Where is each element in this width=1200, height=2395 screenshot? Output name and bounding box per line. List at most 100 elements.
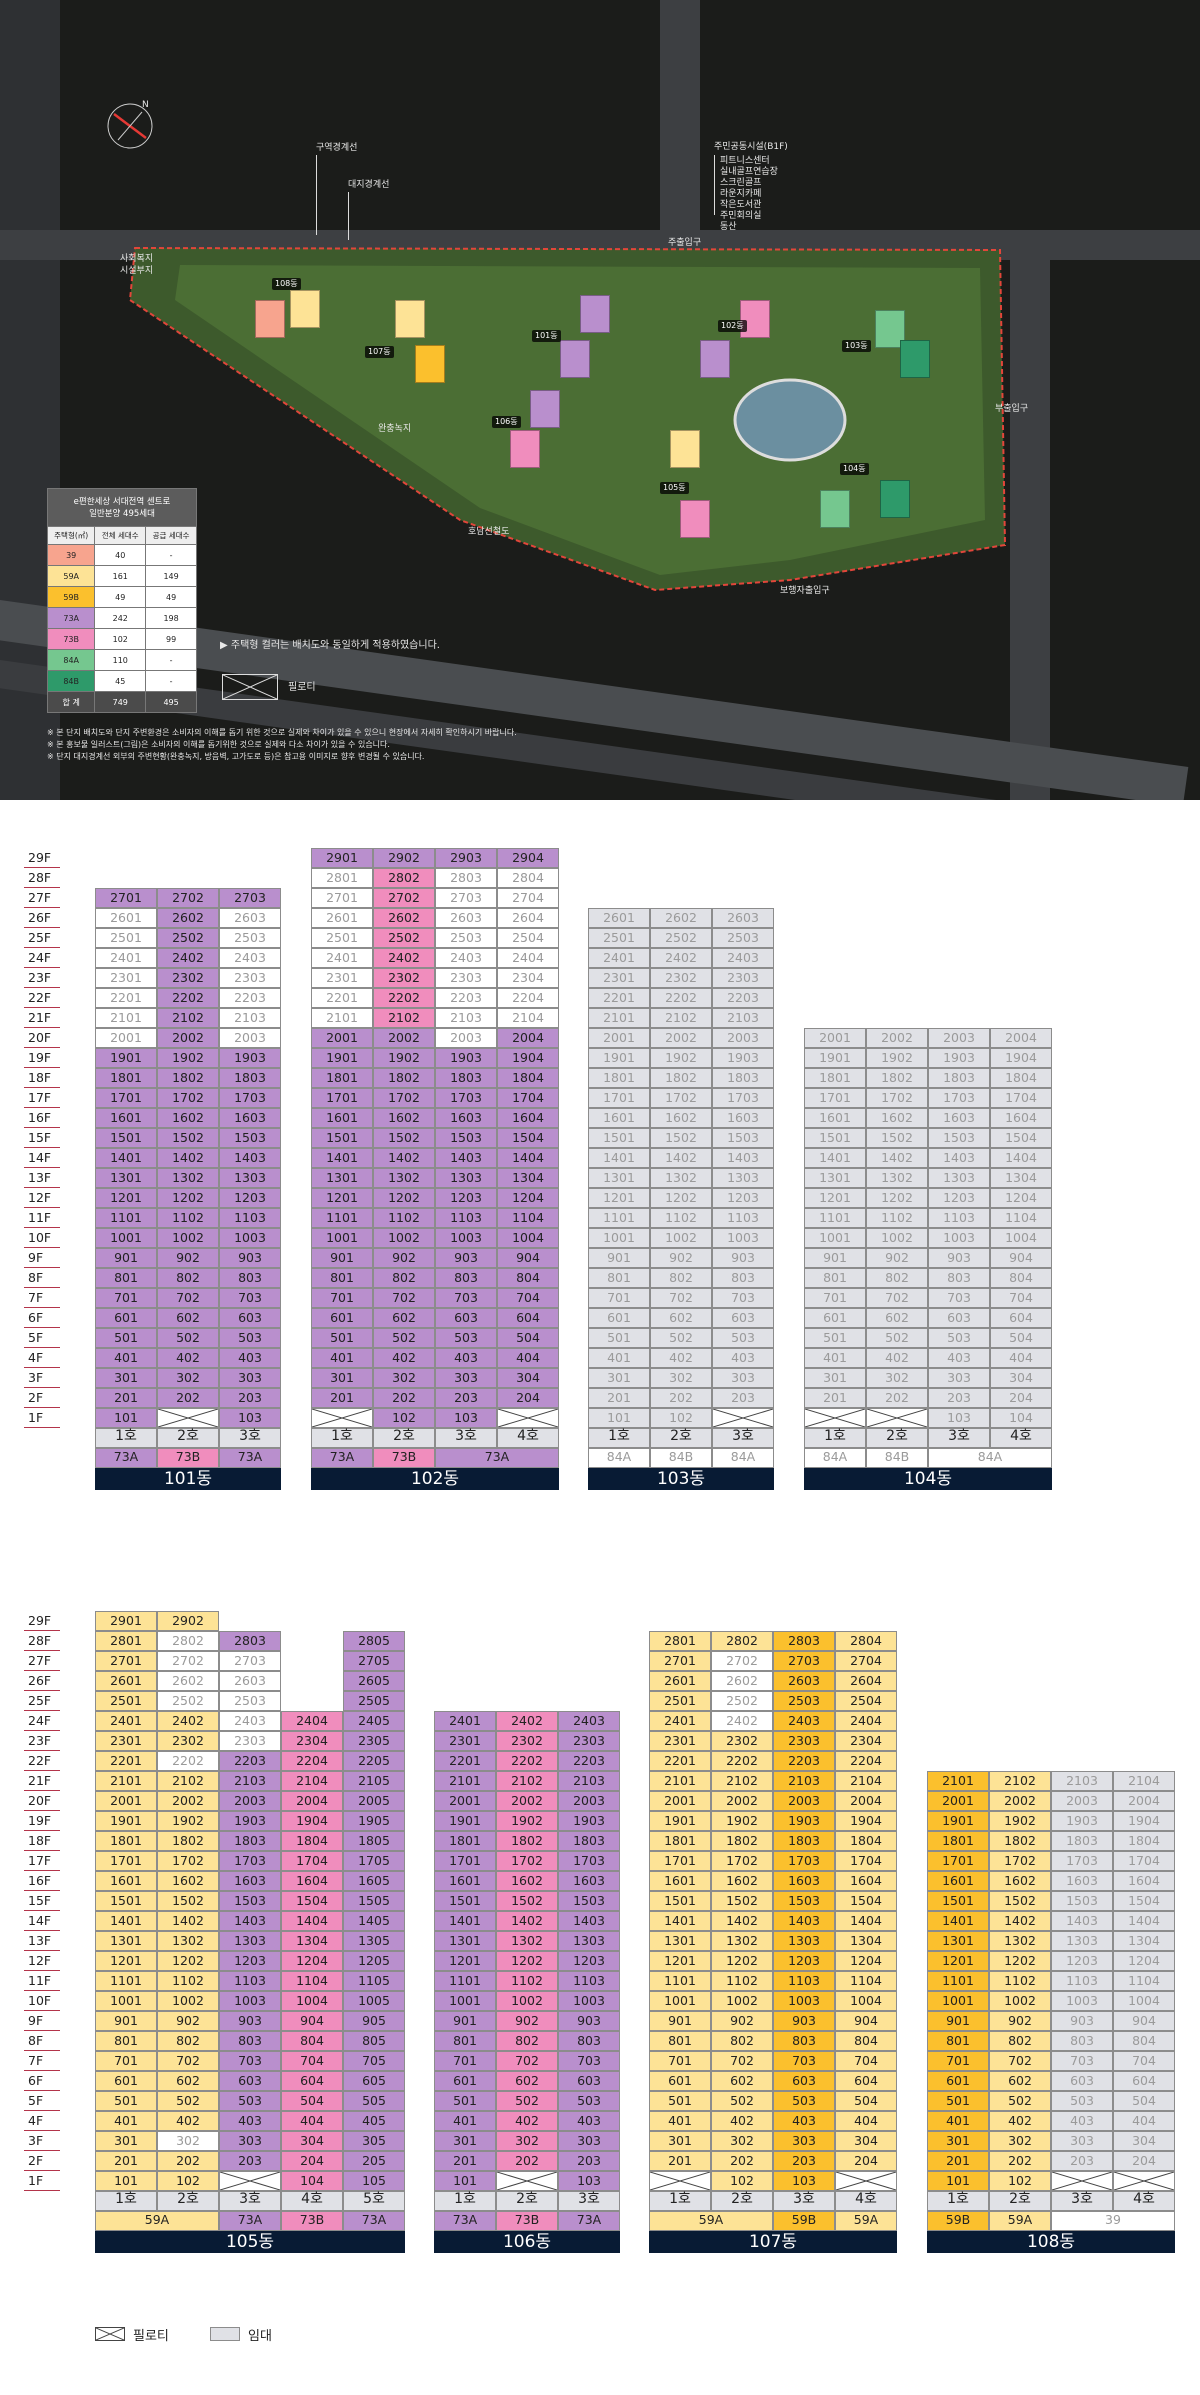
unit-cell: 2603 — [219, 1671, 281, 1691]
unit-cell: 2402 — [711, 1711, 773, 1731]
unit-cell: 704 — [281, 2051, 343, 2071]
unit-cell: 1402 — [157, 1911, 219, 1931]
floor-label: 17F — [24, 1851, 60, 1871]
unit-cell: 2503 — [712, 928, 774, 948]
line-number: 2호 — [650, 1428, 712, 1448]
unit-cell: 2402 — [157, 1711, 219, 1731]
leader-line — [714, 155, 715, 215]
unit-type-cell: 73A — [558, 2211, 620, 2231]
unit-cell: 502 — [711, 2091, 773, 2111]
pilotis-legend-icon — [95, 2327, 125, 2341]
unit-cell: 205 — [343, 2151, 405, 2171]
sub-entrance-label: 부출입구 — [995, 404, 1029, 414]
site-label-106: 106동 — [492, 416, 521, 428]
unit-cell: 901 — [927, 2011, 989, 2031]
unit-cell: 2201 — [95, 988, 157, 1008]
unit-cell: 102 — [989, 2171, 1051, 2191]
leader-line — [316, 155, 317, 235]
unit-cell: 2703 — [219, 888, 281, 908]
legend-count: 40 — [94, 544, 147, 566]
unit-cell: 302 — [711, 2131, 773, 2151]
unit-type-cell: 73B — [496, 2211, 558, 2231]
unit-cell: 905 — [343, 2011, 405, 2031]
unit-cell: 201 — [95, 1388, 157, 1408]
unit-cell: 1103 — [712, 1208, 774, 1228]
unit-cell: 1402 — [496, 1911, 558, 1931]
unit-cell: 601 — [95, 2071, 157, 2091]
unit-cell: 1502 — [650, 1128, 712, 1148]
unit-cell: 202 — [650, 1388, 712, 1408]
bldg-102-b — [700, 340, 730, 378]
unit-cell: 2604 — [497, 908, 559, 928]
unit-cell: 1303 — [219, 1931, 281, 1951]
unit-cell: 202 — [711, 2151, 773, 2171]
unit-cell: 604 — [281, 2071, 343, 2091]
unit-cell: 2302 — [157, 968, 219, 988]
unit-cell: 1903 — [712, 1048, 774, 1068]
unit-cell: 2301 — [434, 1731, 496, 1751]
unit-cell: 1404 — [835, 1911, 897, 1931]
unit-cell: 503 — [1051, 2091, 1113, 2111]
unit-cell: 2704 — [497, 888, 559, 908]
floor-label: 29F — [24, 848, 60, 868]
unit-cell: 1503 — [219, 1891, 281, 1911]
unit-cell: 1701 — [311, 1088, 373, 1108]
unit-cell: 203 — [219, 1388, 281, 1408]
floor-label: 28F — [24, 868, 60, 888]
unit-cell: 401 — [588, 1348, 650, 1368]
legend-row: 73A 242 198 — [46, 607, 197, 629]
unit-cell: 2103 — [1051, 1771, 1113, 1791]
unit-cell: 602 — [157, 2071, 219, 2091]
unit-cell: 2102 — [373, 1008, 435, 1028]
unit-cell: 1603 — [773, 1871, 835, 1891]
unit-cell: 704 — [835, 2051, 897, 2071]
unit-cell: 1301 — [95, 1168, 157, 1188]
unit-cell: 1403 — [219, 1911, 281, 1931]
unit-cell: 2002 — [866, 1028, 928, 1048]
unit-cell: 1302 — [866, 1168, 928, 1188]
unit-cell: 2602 — [157, 1671, 219, 1691]
unit-cell: 501 — [311, 1328, 373, 1348]
unit-cell: 2505 — [343, 1691, 405, 1711]
unit-cell: 2803 — [435, 868, 497, 888]
compass-icon — [107, 103, 153, 149]
bldg-101-b — [560, 340, 590, 378]
unit-cell: 1603 — [1051, 1871, 1113, 1891]
unit-cell: 704 — [1113, 2051, 1175, 2071]
legend-title-2: 일반분양 495세대 — [89, 508, 155, 519]
unit-cell: 2203 — [773, 1751, 835, 1771]
floor-label: 1F — [24, 1408, 60, 1428]
legend-count: 198 — [145, 607, 197, 629]
unit-cell: 1704 — [835, 1851, 897, 1871]
unit-cell: 1901 — [434, 1811, 496, 1831]
unit-cell: 1903 — [558, 1811, 620, 1831]
floor-label: 18F — [24, 1068, 60, 1088]
unit-cell: 2903 — [435, 848, 497, 868]
unit-cell: 2801 — [311, 868, 373, 888]
unit-cell: 602 — [157, 1308, 219, 1328]
line-number: 1호 — [311, 1428, 373, 1448]
unit-cell: 1903 — [773, 1811, 835, 1831]
unit-cell: 1003 — [712, 1228, 774, 1248]
unit-cell: 1001 — [927, 1991, 989, 2011]
unit-cell: 902 — [496, 2011, 558, 2031]
unit-cell: 202 — [157, 1388, 219, 1408]
unit-cell: 1304 — [281, 1931, 343, 1951]
unit-cell: 503 — [219, 2091, 281, 2111]
unit-cell: 2402 — [157, 948, 219, 968]
unit-cell: 2804 — [835, 1631, 897, 1651]
unit-cell: 2401 — [649, 1711, 711, 1731]
unit-type-cell: 59A — [649, 2211, 773, 2231]
unit-cell: 2202 — [373, 988, 435, 1008]
unit-cell: 1003 — [219, 1228, 281, 1248]
unit-cell: 2203 — [219, 1751, 281, 1771]
unit-cell: 101 — [95, 1408, 157, 1428]
unit-cell: 1803 — [928, 1068, 990, 1088]
site-label-101: 101동 — [532, 330, 561, 342]
unit-cell: 1104 — [1113, 1971, 1175, 1991]
unit-cell: 404 — [990, 1348, 1052, 1368]
unit-cell: 1403 — [219, 1148, 281, 1168]
unit-cell: 904 — [835, 2011, 897, 2031]
legend-count: 495 — [145, 691, 197, 713]
unit-cell: 1303 — [558, 1931, 620, 1951]
